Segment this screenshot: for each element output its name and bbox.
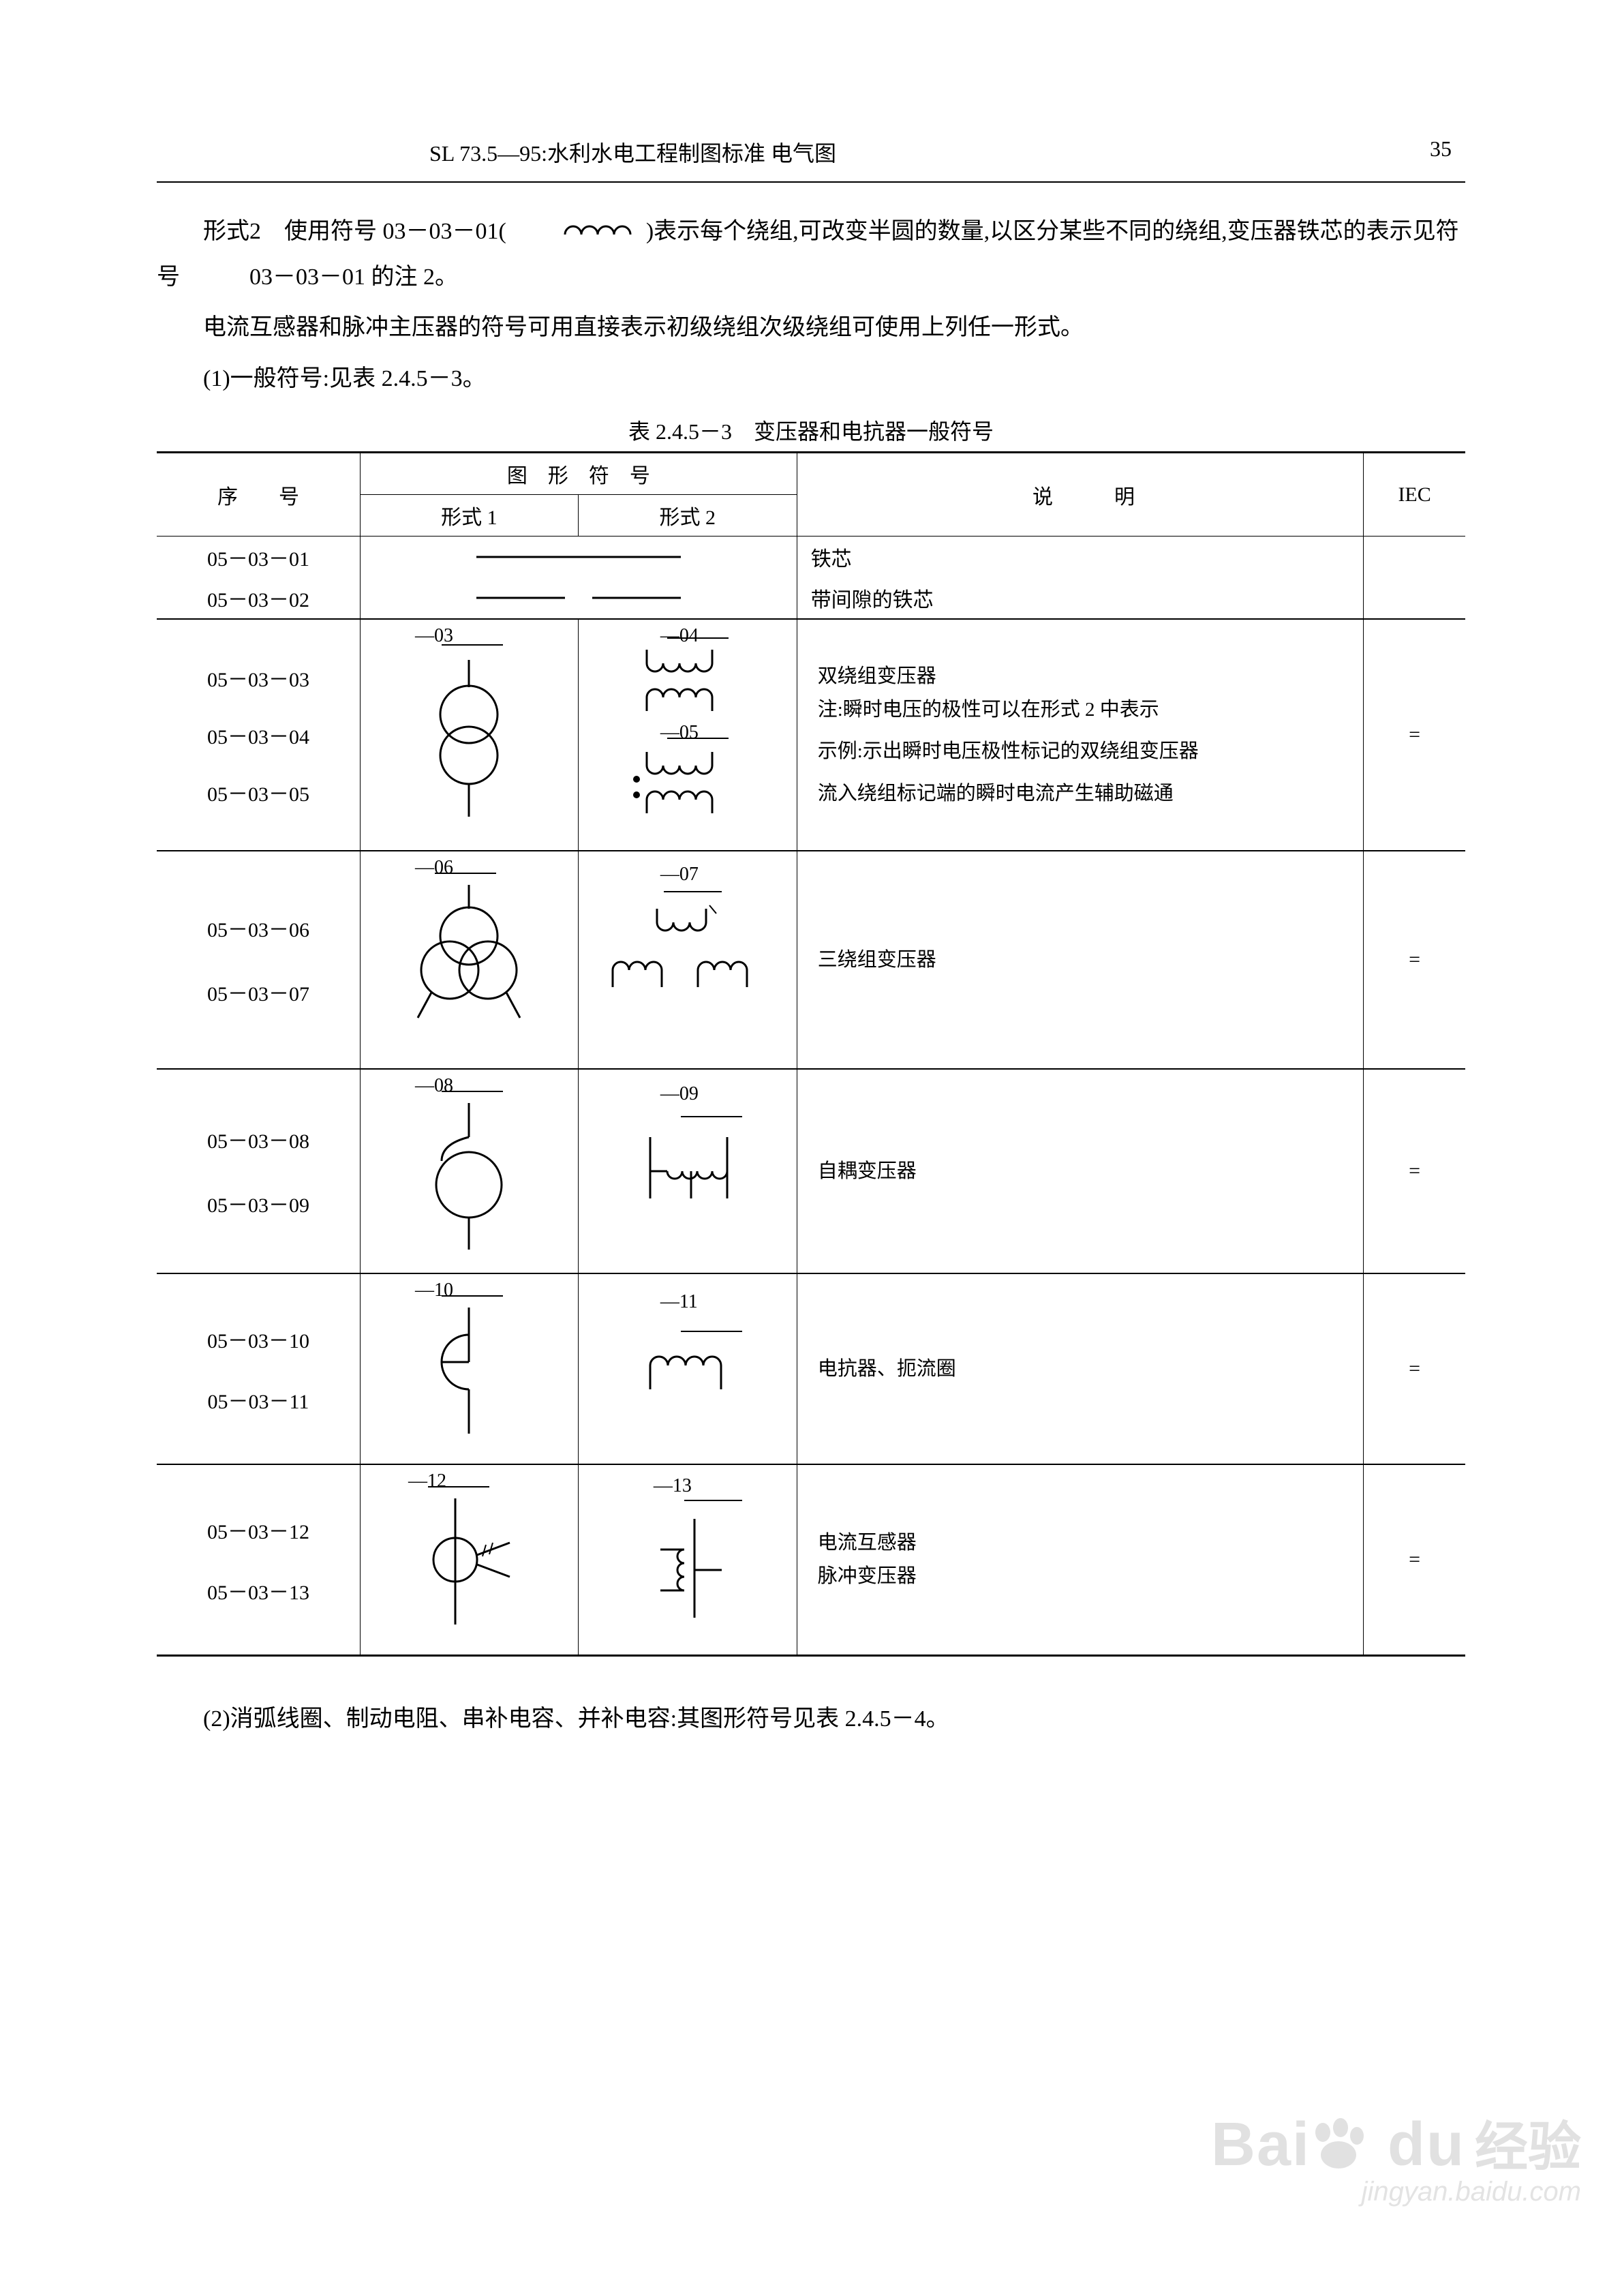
watermark-cn: 经验 (1475, 2117, 1581, 2177)
desc-line: 三绕组变压器 (811, 930, 1357, 991)
seq-label: 05－03－08 (164, 1124, 353, 1154)
symbol-label: —09 (660, 1083, 699, 1105)
seq-label: 05－03－04 (164, 720, 353, 750)
table-row: 05－03－06 05－03－07 —06 —07 (157, 851, 1465, 1069)
watermark: Bai du 经验 jingyan.baidu.com (1211, 2104, 1581, 2207)
desc-cell: 双绕组变压器 注:瞬时电压的极性可以在形式 2 中表示 示例:示出瞬时电压极性标… (797, 619, 1364, 851)
seq-label: 05－03－05 (164, 777, 353, 807)
page-header: SL 73.5—95:水利水电工程制图标准 电气图 35 (157, 136, 1465, 183)
seq-label: 05－03－09 (164, 1188, 353, 1218)
desc-cell: 自耦变压器 (797, 1069, 1364, 1273)
seq-cell-group: 05－03－10 05－03－11 (157, 1273, 361, 1464)
desc-line: 示例:示出瞬时电压极性标记的双绕组变压器 (818, 735, 1350, 768)
seq-label: 05－03－03 (164, 663, 353, 693)
col-seq: 序 号 (157, 453, 361, 537)
desc-group-5: 电流互感器 脉冲变压器 (811, 1513, 1357, 1607)
seq-label: 05－03－07 (164, 977, 353, 1007)
symbol-table: 序 号 图 形 符 号 说 明 IEC 形式 1 形式 2 05－03－01 铁… (157, 451, 1465, 1657)
desc-line: 双绕组变压器 (818, 660, 1350, 693)
table-row: 05－03－12 05－03－13 —12 —13 (157, 1464, 1465, 1655)
paragraph-4: (2)消弧线圈、制动电阻、串补电容、并补电容:其图形符号见表 2.4.5－4。 (157, 1697, 1465, 1742)
iec-cell (1364, 577, 1465, 619)
seq-cell: 05－03－02 (157, 577, 361, 619)
col-iec: IEC (1364, 453, 1465, 537)
symbol-gapped-core (361, 577, 797, 619)
seq-cell-group: 05－03－08 05－03－09 (157, 1069, 361, 1273)
paragraph-3: (1)一般符号:见表 2.4.5－3。 (157, 357, 1465, 402)
table-row: 05－03－02 带间隙的铁芯 (157, 577, 1465, 619)
seq-cell-group: 05－03－06 05－03－07 (157, 851, 361, 1069)
document-page: SL 73.5—95:水利水电工程制图标准 电气图 35 形式2 使用符号 03… (0, 0, 1622, 1741)
watermark-bai: Bai (1211, 2111, 1311, 2179)
symbol-three-winding-f2: —07 (578, 851, 797, 1069)
header-title: SL 73.5—95:水利水电工程制图标准 电气图 (429, 136, 836, 168)
seq-cell: 05－03－01 (157, 537, 361, 578)
col-graphic: 图 形 符 号 (361, 453, 797, 495)
desc-line: 脉冲变压器 (818, 1560, 1350, 1593)
table-row: 05－03－03 05－03－04 05－03－05 —03 —04 —05 (157, 619, 1465, 851)
desc-line: 电抗器、扼流圈 (811, 1339, 1357, 1400)
symbol-ct-f2: —13 (578, 1464, 797, 1655)
desc-cell: 铁芯 (797, 537, 1364, 578)
symbol-ct-f1: —12 (361, 1464, 579, 1655)
table-row: 05－03－08 05－03－09 —08 —09 (157, 1069, 1465, 1273)
watermark-paw-icon (1308, 2111, 1388, 2179)
symbol-reactor-f1: —10 (361, 1273, 579, 1464)
table-row: 05－03－01 铁芯 (157, 537, 1465, 578)
symbol-label: —05 (660, 722, 699, 744)
seq-label: 05－03－13 (164, 1575, 353, 1605)
seq-label: 05－03－11 (164, 1385, 353, 1415)
symbol-label: —06 (415, 857, 453, 879)
seq-cell-group: 05－03－03 05－03－04 05－03－05 (157, 619, 361, 851)
col-desc: 说 明 (797, 453, 1364, 537)
symbol-label: —04 (660, 625, 699, 647)
symbol-label: —13 (654, 1475, 692, 1497)
desc-line: 电流互感器 (818, 1526, 1350, 1560)
symbol-two-winding-f2: —04 —05 (578, 619, 797, 851)
desc-cell: 电流互感器 脉冲变压器 (797, 1464, 1364, 1655)
iec-cell: = (1364, 1464, 1465, 1655)
watermark-url: jingyan.baidu.com (1211, 2177, 1581, 2207)
iec-cell (1364, 537, 1465, 578)
col-form1: 形式 1 (361, 495, 579, 537)
desc-line: 流入绕组标记端的瞬时电流产生辅助磁通 (818, 777, 1350, 811)
iec-cell: = (1364, 619, 1465, 851)
symbol-three-winding-f1: —06 (361, 851, 579, 1069)
col-form2: 形式 2 (578, 495, 797, 537)
symbol-core (361, 537, 797, 578)
paragraph-2: 电流互感器和脉冲主压器的符号可用直接表示初级绕组次级绕组可使用上列任一形式。 (157, 306, 1465, 350)
seq-cell-group: 05－03－12 05－03－13 (157, 1464, 361, 1655)
watermark-main-line: Bai du 经验 (1211, 2104, 1581, 2181)
watermark-du: du (1388, 2111, 1465, 2179)
desc-cell: 带间隙的铁芯 (797, 577, 1364, 619)
iec-cell: = (1364, 851, 1465, 1069)
iec-cell: = (1364, 1069, 1465, 1273)
symbol-label: —12 (408, 1470, 446, 1492)
seq-label: 05－03－10 (164, 1324, 353, 1354)
iec-cell: = (1364, 1273, 1465, 1464)
desc-group-1: 双绕组变压器 注:瞬时电压的极性可以在形式 2 中表示 示例:示出瞬时电压极性标… (811, 646, 1357, 824)
page-number: 35 (1430, 136, 1452, 168)
symbol-label: —07 (660, 864, 699, 886)
table-row: 05－03－10 05－03－11 —10 —11 (157, 1273, 1465, 1464)
seq-label: 05－03－12 (164, 1515, 353, 1545)
symbol-autotransformer-f2: —09 (578, 1069, 797, 1273)
symbol-label: —11 (660, 1291, 698, 1313)
paragraph-1: 形式2 使用符号 03－03－01( )表示每个绕组,可改变半圆的数量,以区分某… (157, 210, 1465, 299)
winding-inline-icon (512, 211, 640, 256)
symbol-label: —03 (415, 625, 453, 647)
p1-part-a: 形式2 使用符号 03－03－01( (203, 219, 506, 244)
desc-line: 注:瞬时电压的极性可以在形式 2 中表示 (818, 693, 1350, 727)
seq-label: 05－03－06 (164, 913, 353, 943)
symbol-reactor-f2: —11 (578, 1273, 797, 1464)
desc-cell: 电抗器、扼流圈 (797, 1273, 1364, 1464)
symbol-label: —08 (415, 1075, 453, 1097)
desc-line: 自耦变压器 (811, 1141, 1357, 1202)
table-caption: 表 2.4.5－3 变压器和电抗器一般符号 (157, 414, 1465, 446)
desc-cell: 三绕组变压器 (797, 851, 1364, 1069)
table-header-row: 序 号 图 形 符 号 说 明 IEC (157, 453, 1465, 495)
symbol-label: —10 (415, 1280, 453, 1301)
symbol-two-winding-f1: —03 (361, 619, 579, 851)
symbol-autotransformer-f1: —08 (361, 1069, 579, 1273)
